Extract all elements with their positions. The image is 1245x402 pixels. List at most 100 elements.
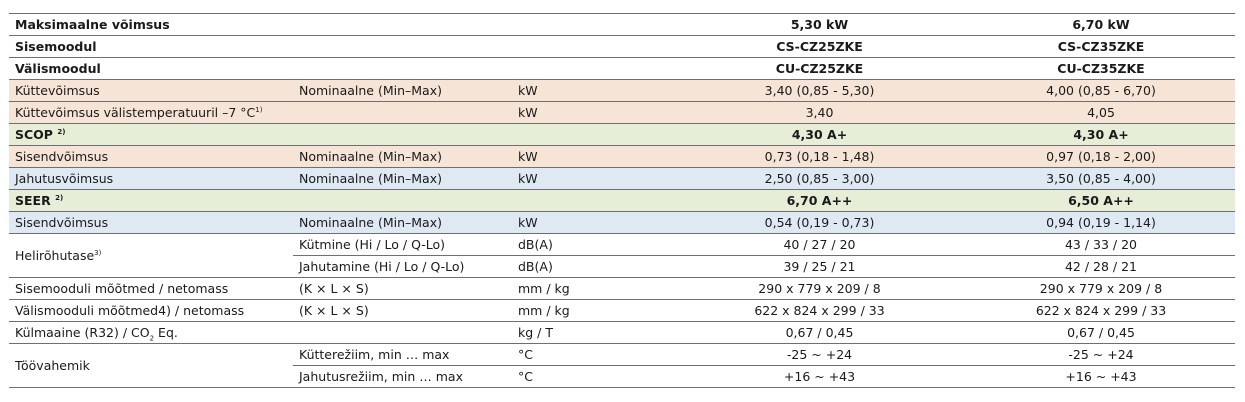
- row-label: Välismoodul: [9, 57, 293, 80]
- table-row: Jahutamine (Hi / Lo / Q-Lo) dB(A) 39 / 2…: [9, 255, 1235, 278]
- table-row: Välismoodul CU-CZ25ZKE CU-CZ35ZKE: [9, 57, 1235, 80]
- row-unit: °C: [512, 343, 672, 366]
- table-row: Välismooduli mõõtmed4) / netomass (K × L…: [9, 299, 1235, 322]
- table-row: Jahutusrežiim, min … max °C +16 ~ +43 +1…: [9, 365, 1235, 388]
- value-model-1: 40 / 27 / 20: [672, 233, 961, 256]
- row-unit: kW: [512, 211, 672, 234]
- value-model-1: 622 x 824 x 299 / 33: [672, 299, 961, 322]
- row-unit: [512, 123, 672, 146]
- row-unit: [512, 35, 672, 58]
- value-model-2: 6,50 A++: [961, 189, 1235, 212]
- row-condition: [293, 321, 512, 344]
- value-model-2: 6,70 kW: [961, 13, 1235, 36]
- table-row: Sisemooduli mõõtmed / netomass (K × L × …: [9, 277, 1235, 300]
- row-unit: °C: [512, 365, 672, 388]
- value-model-2: 622 x 824 x 299 / 33: [961, 299, 1235, 322]
- footnote-marker: 1): [255, 105, 263, 114]
- footnote-marker: 2): [55, 193, 64, 202]
- row-label: Helirõhutase3): [9, 233, 293, 278]
- row-unit: dB(A): [512, 255, 672, 278]
- value-model-1: CS-CZ25ZKE: [672, 35, 961, 58]
- value-model-1: 5,30 kW: [672, 13, 961, 36]
- row-condition: [293, 35, 512, 58]
- table-row: SEER 2) 6,70 A++ 6,50 A++: [9, 189, 1235, 212]
- spec-table: Maksimaalne võimsus 5,30 kW 6,70 kW Sise…: [9, 13, 1235, 388]
- row-condition: Kütterežiim, min … max: [293, 343, 512, 366]
- row-condition: [293, 123, 512, 146]
- row-label: SCOP 2): [9, 123, 293, 146]
- value-model-2: CU-CZ35ZKE: [961, 57, 1235, 80]
- value-model-2: 42 / 28 / 21: [961, 255, 1235, 278]
- row-unit: kW: [512, 167, 672, 190]
- row-label: Sisemoodul: [9, 35, 293, 58]
- table-row: Töövahemik Kütterežiim, min … max °C -25…: [9, 343, 1235, 388]
- value-model-1: 6,70 A++: [672, 189, 961, 212]
- table-row: Sisendvõimsus Nominaalne (Min–Max) kW 0,…: [9, 211, 1235, 234]
- row-unit: mm / kg: [512, 277, 672, 300]
- value-model-2: +16 ~ +43: [961, 365, 1235, 388]
- row-label: Küttevõimsus: [9, 79, 293, 102]
- value-model-2: 0,94 (0,19 - 1,14): [961, 211, 1235, 234]
- row-label: Külmaaine (R32) / CO2 Eq.: [9, 321, 293, 344]
- row-unit: kW: [512, 79, 672, 102]
- table-row: Küttevõimsus Nominaalne (Min–Max) kW 3,4…: [9, 79, 1235, 102]
- row-unit: [512, 57, 672, 80]
- table-row: Sisemoodul CS-CZ25ZKE CS-CZ35ZKE: [9, 35, 1235, 58]
- table-row: Sisendvõimsus Nominaalne (Min–Max) kW 0,…: [9, 145, 1235, 168]
- row-label: Sisemooduli mõõtmed / netomass: [9, 277, 293, 300]
- row-label: Sisendvõimsus: [9, 145, 293, 168]
- value-model-1: 0,67 / 0,45: [672, 321, 961, 344]
- table-row: Küttevõimsus välistemperatuuril –7 °C1) …: [9, 101, 1235, 124]
- value-model-1: 2,50 (0,85 - 3,00): [672, 167, 961, 190]
- row-label: Maksimaalne võimsus: [9, 13, 293, 36]
- value-model-1: -25 ~ +24: [672, 343, 961, 366]
- row-unit: [512, 13, 672, 36]
- row-condition: Nominaalne (Min–Max): [293, 145, 512, 168]
- footnote-marker: 3): [94, 248, 102, 257]
- row-label: Sisendvõimsus: [9, 211, 293, 234]
- value-model-1: CU-CZ25ZKE: [672, 57, 961, 80]
- row-unit: kW: [512, 101, 672, 124]
- value-model-2: -25 ~ +24: [961, 343, 1235, 366]
- table-row: SCOP 2) 4,30 A+ 4,30 A+: [9, 123, 1235, 146]
- table-row: Maksimaalne võimsus 5,30 kW 6,70 kW: [9, 13, 1235, 36]
- footnote-marker: 2): [57, 127, 66, 136]
- value-model-2: 0,67 / 0,45: [961, 321, 1235, 344]
- row-label: Välismooduli mõõtmed4) / netomass: [9, 299, 293, 322]
- row-condition: [293, 101, 512, 124]
- row-condition: (K × L × S): [293, 299, 512, 322]
- value-model-1: 4,30 A+: [672, 123, 961, 146]
- row-label: Töövahemik: [9, 343, 293, 388]
- row-unit: dB(A): [512, 233, 672, 256]
- table-row: Jahutusvõimsus Nominaalne (Min–Max) kW 2…: [9, 167, 1235, 190]
- value-model-1: 3,40 (0,85 - 5,30): [672, 79, 961, 102]
- value-model-1: +16 ~ +43: [672, 365, 961, 388]
- value-model-1: 39 / 25 / 21: [672, 255, 961, 278]
- row-label: Jahutusvõimsus: [9, 167, 293, 190]
- value-model-1: 290 x 779 x 209 / 8: [672, 277, 961, 300]
- row-condition: [293, 13, 512, 36]
- table-row: Külmaaine (R32) / CO2 Eq. kg / T 0,67 / …: [9, 321, 1235, 344]
- row-unit: mm / kg: [512, 299, 672, 322]
- row-condition: Nominaalne (Min–Max): [293, 167, 512, 190]
- value-model-1: 3,40: [672, 101, 961, 124]
- row-condition: Kütmine (Hi / Lo / Q-Lo): [293, 233, 512, 256]
- value-model-2: 4,30 A+: [961, 123, 1235, 146]
- row-unit: kW: [512, 145, 672, 168]
- subscript: 2: [149, 334, 155, 343]
- row-condition: [293, 57, 512, 80]
- value-model-2: 0,97 (0,18 - 2,00): [961, 145, 1235, 168]
- row-label: Küttevõimsus välistemperatuuril –7 °C1): [9, 101, 293, 124]
- row-unit: [512, 189, 672, 212]
- table-row: Helirõhutase3) Kütmine (Hi / Lo / Q-Lo) …: [9, 233, 1235, 278]
- row-condition: [293, 189, 512, 212]
- row-condition: Nominaalne (Min–Max): [293, 79, 512, 102]
- value-model-2: 43 / 33 / 20: [961, 233, 1235, 256]
- row-condition: Jahutusrežiim, min … max: [293, 365, 512, 388]
- value-model-2: 4,00 (0,85 - 6,70): [961, 79, 1235, 102]
- value-model-2: 3,50 (0,85 - 4,00): [961, 167, 1235, 190]
- value-model-2: 4,05: [961, 101, 1235, 124]
- value-model-1: 0,54 (0,19 - 0,73): [672, 211, 961, 234]
- row-condition: Nominaalne (Min–Max): [293, 211, 512, 234]
- value-model-2: CS-CZ35ZKE: [961, 35, 1235, 58]
